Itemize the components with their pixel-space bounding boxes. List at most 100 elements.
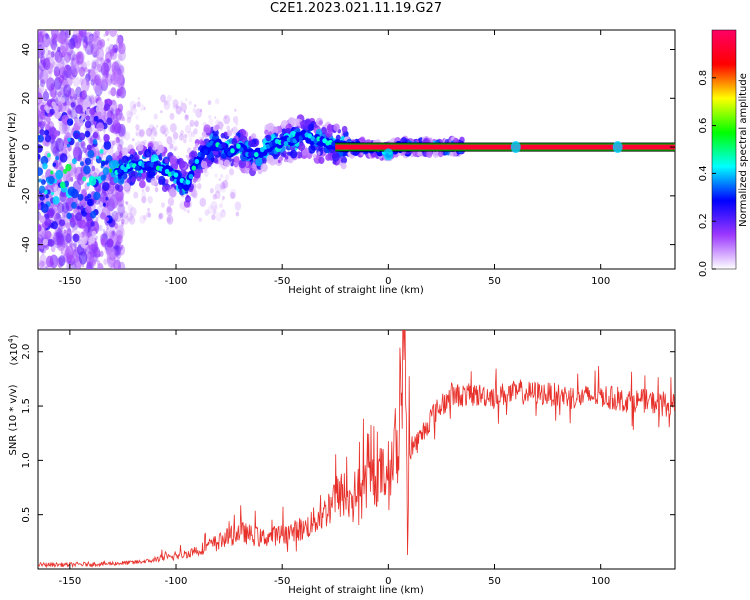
ridge-point [135, 165, 140, 171]
spectrum-blob [44, 265, 49, 269]
spectrum-blob [90, 114, 94, 120]
spectrum-blob [180, 102, 187, 112]
spectrum-blob [65, 261, 73, 269]
spectrum-blob [178, 160, 186, 169]
spectrum-blob [167, 142, 175, 152]
spectrum-blob [57, 90, 62, 98]
spectrum-blob [99, 39, 106, 48]
spectrum-blob [98, 78, 102, 84]
spectrum-blob [180, 129, 184, 136]
spectrum-blob [151, 141, 160, 151]
spectrum-blob [88, 235, 96, 244]
snr-plot-area [37, 329, 676, 570]
spectrum-blob [74, 116, 78, 123]
spectrum-blob [220, 209, 226, 218]
spectrum-blob [266, 154, 274, 164]
spectrum-blob [86, 198, 93, 207]
spectrum-blob [63, 103, 67, 108]
spectrum-blob [335, 134, 341, 141]
spectrum-blob [73, 208, 77, 214]
steady-tone-edge [335, 150, 675, 152]
spectrum-blob [114, 213, 119, 220]
spectrum-blob [318, 120, 323, 125]
spectrum-blob [220, 132, 226, 139]
spectrum-blob [151, 126, 156, 133]
spectrum-blob [114, 104, 123, 117]
spectrum-blob [47, 125, 51, 131]
spectrum-blob [96, 122, 105, 132]
spectrum-blob [207, 100, 212, 106]
spectrum-blob [62, 34, 69, 45]
spectrum-blob [100, 238, 106, 246]
spectrum-blob [189, 122, 194, 128]
spectrum-blob [308, 144, 316, 154]
spectrum-blob [38, 185, 46, 194]
spectrum-blob [38, 121, 42, 127]
spectrum-blob [220, 173, 224, 179]
spectrum-blob [307, 123, 314, 132]
spectrum-blob [145, 127, 153, 137]
spectrum-blob [47, 208, 55, 217]
spectrum-blob [115, 249, 122, 260]
spectrum-blob [111, 229, 116, 237]
ridge-point [185, 179, 191, 185]
colorbar-tick-label: 0.2 [698, 213, 709, 229]
spectrum-blob [417, 151, 422, 157]
spectrum-blob [69, 95, 73, 101]
spectrum-blob [220, 185, 226, 193]
spectrum-blob [38, 65, 44, 80]
spectrum-blob [104, 73, 113, 86]
x-tick-label: 100 [591, 276, 610, 287]
spectrum-blob [119, 212, 124, 219]
spectrum-blob [42, 90, 50, 102]
spectrum-blob [122, 210, 128, 219]
spectrum-blob [90, 79, 95, 86]
spectrum-blob [103, 258, 108, 265]
spectrum-blob [214, 124, 220, 131]
spectrum-blob [176, 103, 179, 107]
spectrum-blob [117, 203, 126, 217]
spectrum-blob [67, 137, 71, 142]
spectrum-blob [89, 251, 98, 265]
spectrum-blob [66, 176, 71, 183]
spectrum-blob [85, 205, 92, 214]
spectrum-blob [82, 142, 86, 147]
spectrum-blob [66, 212, 72, 220]
spectrum-blob [109, 107, 114, 114]
spectrum-blob [123, 131, 131, 141]
spectrum-blob [61, 212, 66, 219]
spectrum-blob [230, 191, 236, 200]
spectrum-blob [221, 208, 225, 213]
spectrum-blob [118, 132, 122, 138]
spectrum-blob [188, 137, 193, 143]
spectrogram-y-ticks: -40 -20 0 20 40 [21, 43, 675, 253]
ridge-bump [510, 141, 521, 154]
spectrum-blob [103, 128, 106, 133]
spectrum-blob [157, 144, 165, 154]
spectrum-blob [97, 78, 105, 91]
spectrum-blob [73, 197, 77, 204]
spectrum-blob [100, 174, 106, 181]
spectrum-blob [161, 151, 166, 157]
spectrum-blob [132, 137, 135, 142]
snr-y-axis-label: SNR (10 * v/v) [8, 384, 19, 455]
spectrum-blob [93, 191, 101, 201]
spectrum-blob [204, 209, 210, 216]
spectrum-blob [438, 150, 444, 158]
spectrum-blob [65, 163, 72, 172]
spectrum-blob [115, 235, 122, 246]
snr-x-ticks: -150 -100 -50 0 50 100 [58, 330, 610, 587]
spectrum-blob [55, 137, 65, 152]
spectrum-blob [159, 125, 166, 134]
spectrum-blob [163, 99, 168, 106]
spectrum-blob [222, 195, 225, 200]
spectrum-blob [161, 124, 168, 134]
spectrum-blob [108, 78, 113, 85]
spectrum-blob [88, 176, 97, 186]
spectrum-blob [71, 228, 75, 233]
spectrum-blob [113, 259, 121, 269]
spectrum-blob [64, 51, 71, 63]
spectrum-blob [40, 203, 49, 213]
y-tick-label: 1.0 [21, 452, 32, 468]
spectrum-blob [73, 132, 80, 140]
